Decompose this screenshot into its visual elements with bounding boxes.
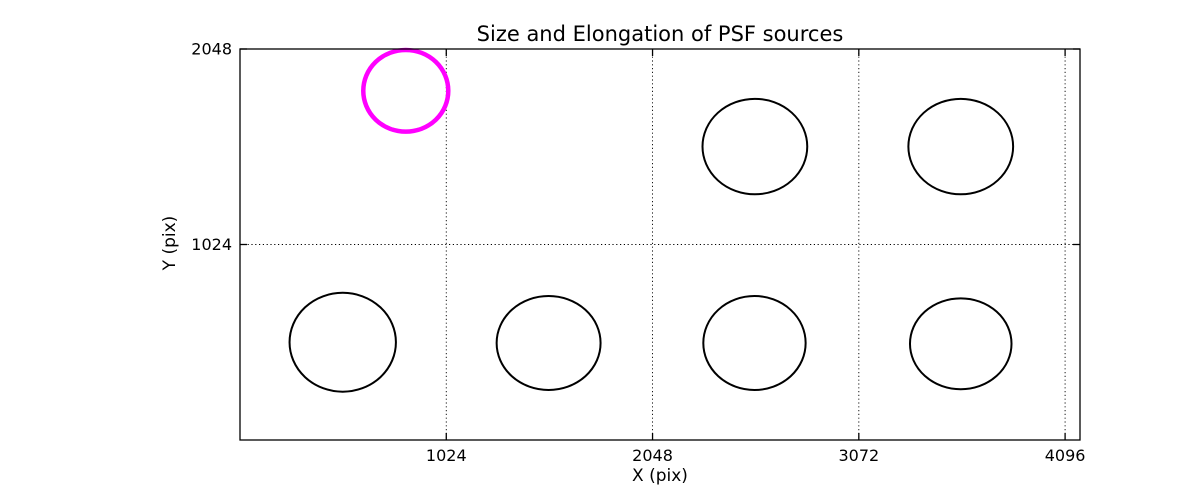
y-tick-label: 2048: [191, 40, 232, 59]
x-tick-label: 3072: [838, 446, 879, 465]
psf-ellipse: [495, 295, 602, 391]
psf-ellipse: [701, 97, 809, 196]
psf-ellipse: [907, 97, 1015, 196]
axes-frame: [239, 48, 1081, 441]
x-tick-label: 4096: [1045, 446, 1086, 465]
y-tick-label: 1024: [191, 235, 232, 254]
chart-title: Size and Elongation of PSF sources: [476, 22, 844, 46]
x-axis-label: X (pix): [632, 466, 688, 486]
psf-ellipse: [702, 295, 807, 391]
ellipses-group: [288, 47, 1015, 393]
gridlines-group: [240, 49, 1080, 440]
psf-ellipse: [908, 297, 1013, 391]
axes-frame-group: [239, 48, 1081, 441]
y-axis-label: Y (pix): [160, 215, 180, 271]
x-tick-label: 2048: [632, 446, 673, 465]
psf-ellipse-highlighted: [361, 47, 451, 134]
tick-labels-group: 1024 2048 3072 4096 1024 2048: [191, 40, 1085, 466]
x-tick-label: 1024: [426, 446, 467, 465]
psf-ellipse: [288, 291, 397, 393]
